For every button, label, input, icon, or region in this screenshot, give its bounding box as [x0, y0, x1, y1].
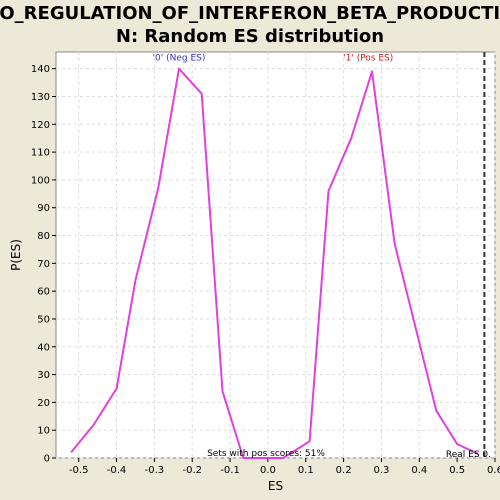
series-layer: [70, 67, 479, 459]
y-tick-label-3: 30: [37, 370, 50, 381]
chart-title-line-1: GO_REGULATION_OF_INTERFERON_BETA_PRODUCT…: [0, 3, 500, 24]
x-tick-label-5: 0.0: [260, 465, 276, 476]
y-tick-label-4: 40: [37, 342, 50, 353]
y-tick-label-6: 60: [37, 287, 50, 298]
chart-title-line-2: N: Random ES distribution: [116, 26, 384, 47]
x-tick-label-2: -0.3: [145, 465, 165, 476]
pos-es-label: '1' (Pos ES): [343, 53, 393, 63]
x-tick-label-8: 0.3: [374, 465, 390, 476]
x-tick-label-6: 0.1: [298, 465, 314, 476]
y-tick-label-14: 140: [31, 64, 50, 75]
y-tick-label-10: 100: [31, 175, 50, 186]
x-tick-label-7: 0.2: [336, 465, 352, 476]
y-tick-label-2: 20: [37, 398, 50, 409]
ticks-layer: -0.5 -0.4 -0.3 -0.2 -0.1 0.0 0.1 0.2 0.3 0.4 0.5 0.…: [31, 64, 500, 476]
plot-area: [55, 51, 496, 459]
series-line-0: [70, 67, 479, 459]
y-tick-label-12: 120: [31, 120, 50, 131]
y-tick-label-8: 80: [37, 231, 50, 242]
sets-with-pos-scores-label: Sets with pos scores: 51%: [207, 449, 325, 459]
x-tick-label-0: -0.5: [69, 465, 89, 476]
x-tick-label-9: 0.4: [411, 465, 427, 476]
y-tick-label-0: 0: [44, 454, 50, 465]
neg-es-label: '0' (Neg ES): [153, 53, 206, 63]
y-tick-label-5: 50: [37, 314, 50, 325]
y-tick-label-13: 130: [31, 92, 50, 103]
x-tick-label-3: -0.2: [182, 465, 202, 476]
real-es-label: Real ES 0.: [446, 450, 491, 460]
x-tick-label-10: 0.5: [449, 465, 465, 476]
x-tick-label-11: 0.6: [487, 465, 500, 476]
y-axis-label: P(ES): [9, 239, 23, 271]
x-tick-label-4: -0.1: [220, 465, 240, 476]
y-tick-label-9: 90: [37, 203, 50, 214]
y-tick-label-1: 10: [37, 426, 50, 437]
y-tick-label-11: 110: [31, 148, 50, 159]
x-tick-label-1: -0.4: [107, 465, 127, 476]
x-axis-label: ES: [268, 479, 283, 493]
y-tick-label-7: 70: [37, 259, 50, 270]
